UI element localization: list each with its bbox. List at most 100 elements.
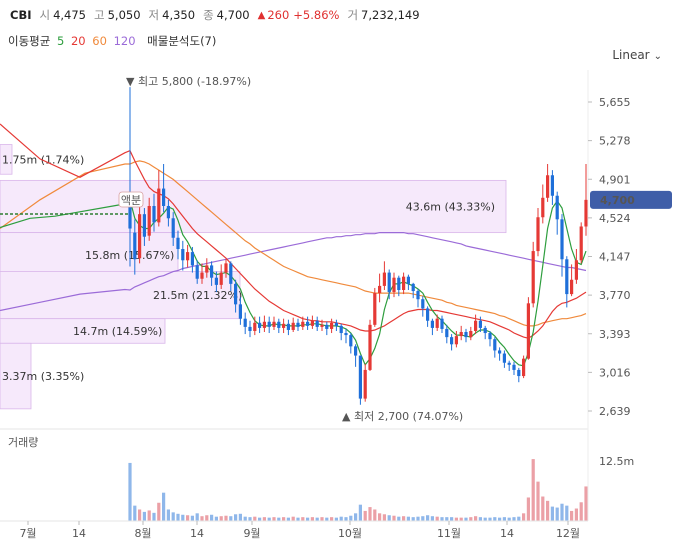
candle [435,314,439,331]
volume-bar [421,516,425,521]
candle-body [166,205,170,219]
volume-bar [133,505,137,521]
scale-mode-label: Linear [612,48,650,62]
volume-bar [253,516,257,521]
candle [253,316,257,336]
low-label: 저 [148,8,160,22]
candle [541,184,545,224]
volume-bar [459,517,463,521]
candle [334,319,338,331]
candle-body [517,369,521,377]
volume-bar [445,517,449,521]
ma-120-label[interactable]: 120 [113,34,136,48]
candle [363,363,367,402]
candle [286,319,290,336]
candle [397,275,401,297]
candle [560,214,564,277]
scale-mode-dropdown[interactable]: Linear ⌄ [612,48,662,62]
candle-body [421,299,425,309]
volume-profile-band [0,179,507,234]
volume-profile-band [0,144,13,175]
candle [214,271,218,293]
candle [368,319,372,371]
volume-bar [541,496,545,521]
volume-profile-label: 21.5m (21.32%) [153,289,242,302]
volume-bar [200,516,204,521]
candle-body [214,277,218,285]
candle-body [325,324,329,329]
candle-body [565,259,569,295]
ma-title[interactable]: 이동평균 [8,34,51,48]
volume-bar [229,516,233,521]
candle-body [387,272,391,293]
price-tick-label: 2,639 [599,405,631,418]
ma5-line [0,198,587,367]
candle [205,258,209,278]
candle-body [200,272,204,279]
volume-bar [498,517,502,521]
volume-bar [574,508,578,521]
close-value: 4,700 [216,8,250,22]
volume-bar [243,516,247,521]
volume-bar [435,516,439,521]
ma-5-label[interactable]: 5 [56,34,65,48]
volume-bar [550,506,554,521]
candle [349,333,353,354]
candle-body [133,232,137,260]
volume-bar [560,503,564,521]
candle [469,326,473,341]
volume-profile-label: 43.6m (43.33%) [406,201,495,214]
candle-body [306,321,310,326]
candle [392,272,396,298]
candle [387,269,391,300]
candle [339,323,343,341]
time-tick-label: 9월 [243,527,260,540]
volume-bar [190,515,194,521]
volume-bar [277,517,281,521]
ma60-line [0,160,587,327]
volume-bar [330,517,334,521]
volume-bar [426,515,430,521]
candle-layer [128,87,588,405]
low-value: 4,350 [162,8,196,22]
ma-60-label[interactable]: 60 [92,34,107,48]
candle-body [262,321,266,328]
candle [354,344,358,367]
quote-header: CBI 시 4,475 고 5,050 저 4,350 종 4,700 ▲ 26… [10,6,428,24]
volume-bar [507,517,511,521]
candle-body [493,339,497,351]
candle [570,264,574,297]
candle [498,347,502,361]
volume-bar [406,516,410,521]
ma120-line [0,232,587,312]
candle-body [205,265,209,273]
candle-body [512,364,516,370]
candle-body [402,276,406,291]
candle-body [522,358,526,377]
candle [142,208,146,246]
volume-bar [378,513,382,521]
volume-profile-band [0,342,32,410]
candle [373,287,377,327]
candle [310,315,314,329]
volume-bar [339,516,343,521]
annotation-layer: ▼ 최고 5,800 (-18.97%) ▲ 최저 2,700 (74.07%) 액… [118,75,463,423]
ma-20-label[interactable]: 20 [70,34,86,48]
volume-bar [272,517,276,521]
candle-body [186,252,190,261]
candle-body [238,304,242,319]
candle-body [315,320,319,327]
candle-body [349,335,353,347]
candle [186,244,190,268]
candle-body [171,218,175,238]
volume-profile-label: 3.37m (3.35%) [2,370,84,383]
candle [574,249,578,284]
volume-profile-label[interactable]: 매물분석도(7) [147,34,217,48]
volume-bar [358,504,362,521]
volume-bar [157,502,161,521]
candle [291,317,295,333]
volume-bar [392,515,396,521]
candle-body [430,320,434,328]
volume-bar [310,517,314,521]
